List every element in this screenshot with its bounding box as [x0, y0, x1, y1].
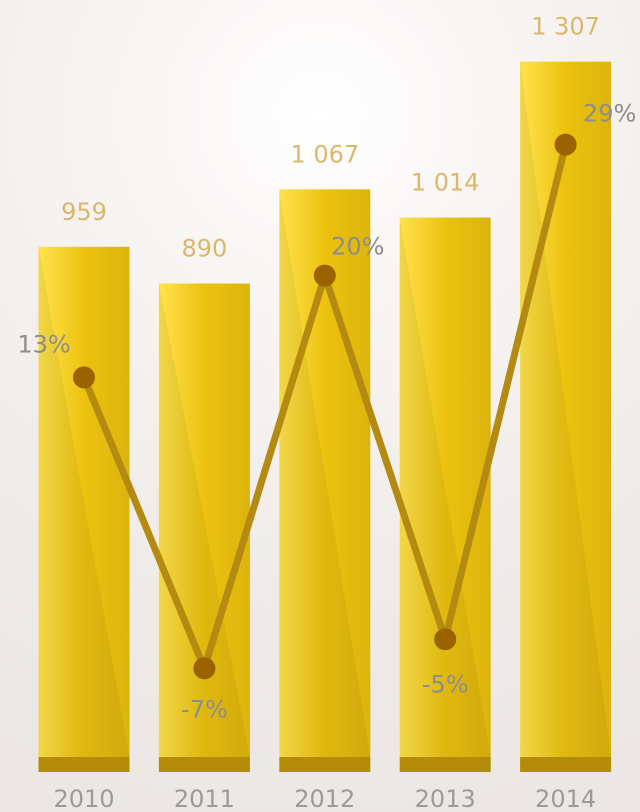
- bar-value-label: 959: [61, 198, 107, 226]
- bar-body: [38, 246, 130, 757]
- bar-2014: [520, 61, 612, 772]
- bar-facet: [399, 217, 491, 757]
- growth-value-label: -5%: [422, 670, 469, 698]
- growth-point: [434, 628, 457, 651]
- growth-point: [554, 133, 577, 156]
- x-tick-label: 2011: [174, 785, 235, 812]
- bar-2011: [158, 283, 250, 772]
- bar-base: [399, 757, 491, 772]
- x-tick-label: 2012: [294, 785, 355, 812]
- bar-facet: [279, 189, 371, 757]
- bar-base: [38, 757, 130, 772]
- growth-value-label: 29%: [583, 100, 636, 128]
- growth-point: [313, 264, 336, 287]
- bar-value-label: 1 014: [411, 169, 480, 197]
- bar-value-label: 890: [181, 235, 227, 263]
- growth-value-label: 20%: [331, 233, 384, 261]
- bar-body: [399, 217, 491, 757]
- x-tick-label: 2014: [535, 785, 596, 812]
- growth-value-label: 13%: [17, 330, 70, 358]
- bar-body: [520, 61, 612, 757]
- bars-layer: [38, 61, 612, 772]
- growth-value-label: -7%: [181, 695, 228, 723]
- growth-point: [73, 366, 95, 389]
- bar-base: [279, 757, 371, 772]
- growth-point: [193, 657, 216, 680]
- labels-layer: 959 2010 890 2011 1 067 2012 1 014 2013 1 307 201…: [17, 13, 636, 812]
- growth-line-layer: [73, 133, 577, 680]
- x-tick-label: 2013: [415, 785, 476, 812]
- bar-value-label: 1 307: [531, 13, 600, 41]
- bar-facet: [38, 246, 130, 757]
- bar-facet: [158, 283, 250, 757]
- bar-base: [520, 757, 612, 772]
- bar-2010: [38, 246, 130, 772]
- x-tick-label: 2010: [53, 785, 114, 812]
- bar-base: [158, 757, 250, 772]
- bar-value-label: 1 067: [290, 140, 359, 168]
- bar-2013: [399, 217, 491, 772]
